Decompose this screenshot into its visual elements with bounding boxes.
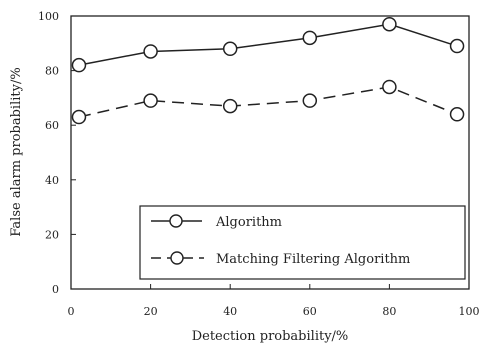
legend-label-algorithm: Algorithm [215,215,282,230]
series-layer [71,16,465,125]
y-tick-label: 60 [45,119,59,132]
series-0-point [222,41,238,57]
legend-marker-algorithm [169,214,183,228]
y-tick-label: 0 [52,283,59,296]
plot-frame [70,15,470,290]
series-0-point [71,57,87,73]
series-0-point [449,38,465,54]
axis-ticks: 0 20 40 60 80 100 0 20 40 60 80 100 [38,10,480,318]
x-axis-title: Detection probability/% [192,329,349,344]
y-tick-label: 20 [45,228,59,241]
y-tick-label: 80 [45,65,59,78]
legend-label-matching: Matching Filtering Algorithm [216,252,410,267]
x-tick-label: 20 [144,305,158,318]
legend: Algorithm Matching Filtering Algorithm [139,205,466,280]
y-tick-label: 100 [38,10,59,23]
series-1-point [143,93,158,108]
series-1-point [222,98,238,114]
series-1-point [382,79,397,95]
x-tick-label: 40 [223,305,237,318]
x-tick-label: 0 [68,305,75,318]
legend-marker-matching [170,251,184,265]
legend-box [139,205,466,280]
series-line-1 [78,86,458,118]
series-1-point [449,107,465,122]
series-0-point [302,30,318,46]
x-tick-label: 60 [303,305,317,318]
series-0-point [382,16,397,32]
series-1-point [71,109,87,125]
x-tick-label: 100 [459,305,480,318]
x-tick-label: 80 [382,305,396,318]
y-tick-label: 40 [45,174,59,187]
series-1-point [302,93,318,108]
y-axis-title: False alarm probability/% [9,67,24,236]
series-line-0 [78,23,458,66]
series-0-point [143,44,158,59]
